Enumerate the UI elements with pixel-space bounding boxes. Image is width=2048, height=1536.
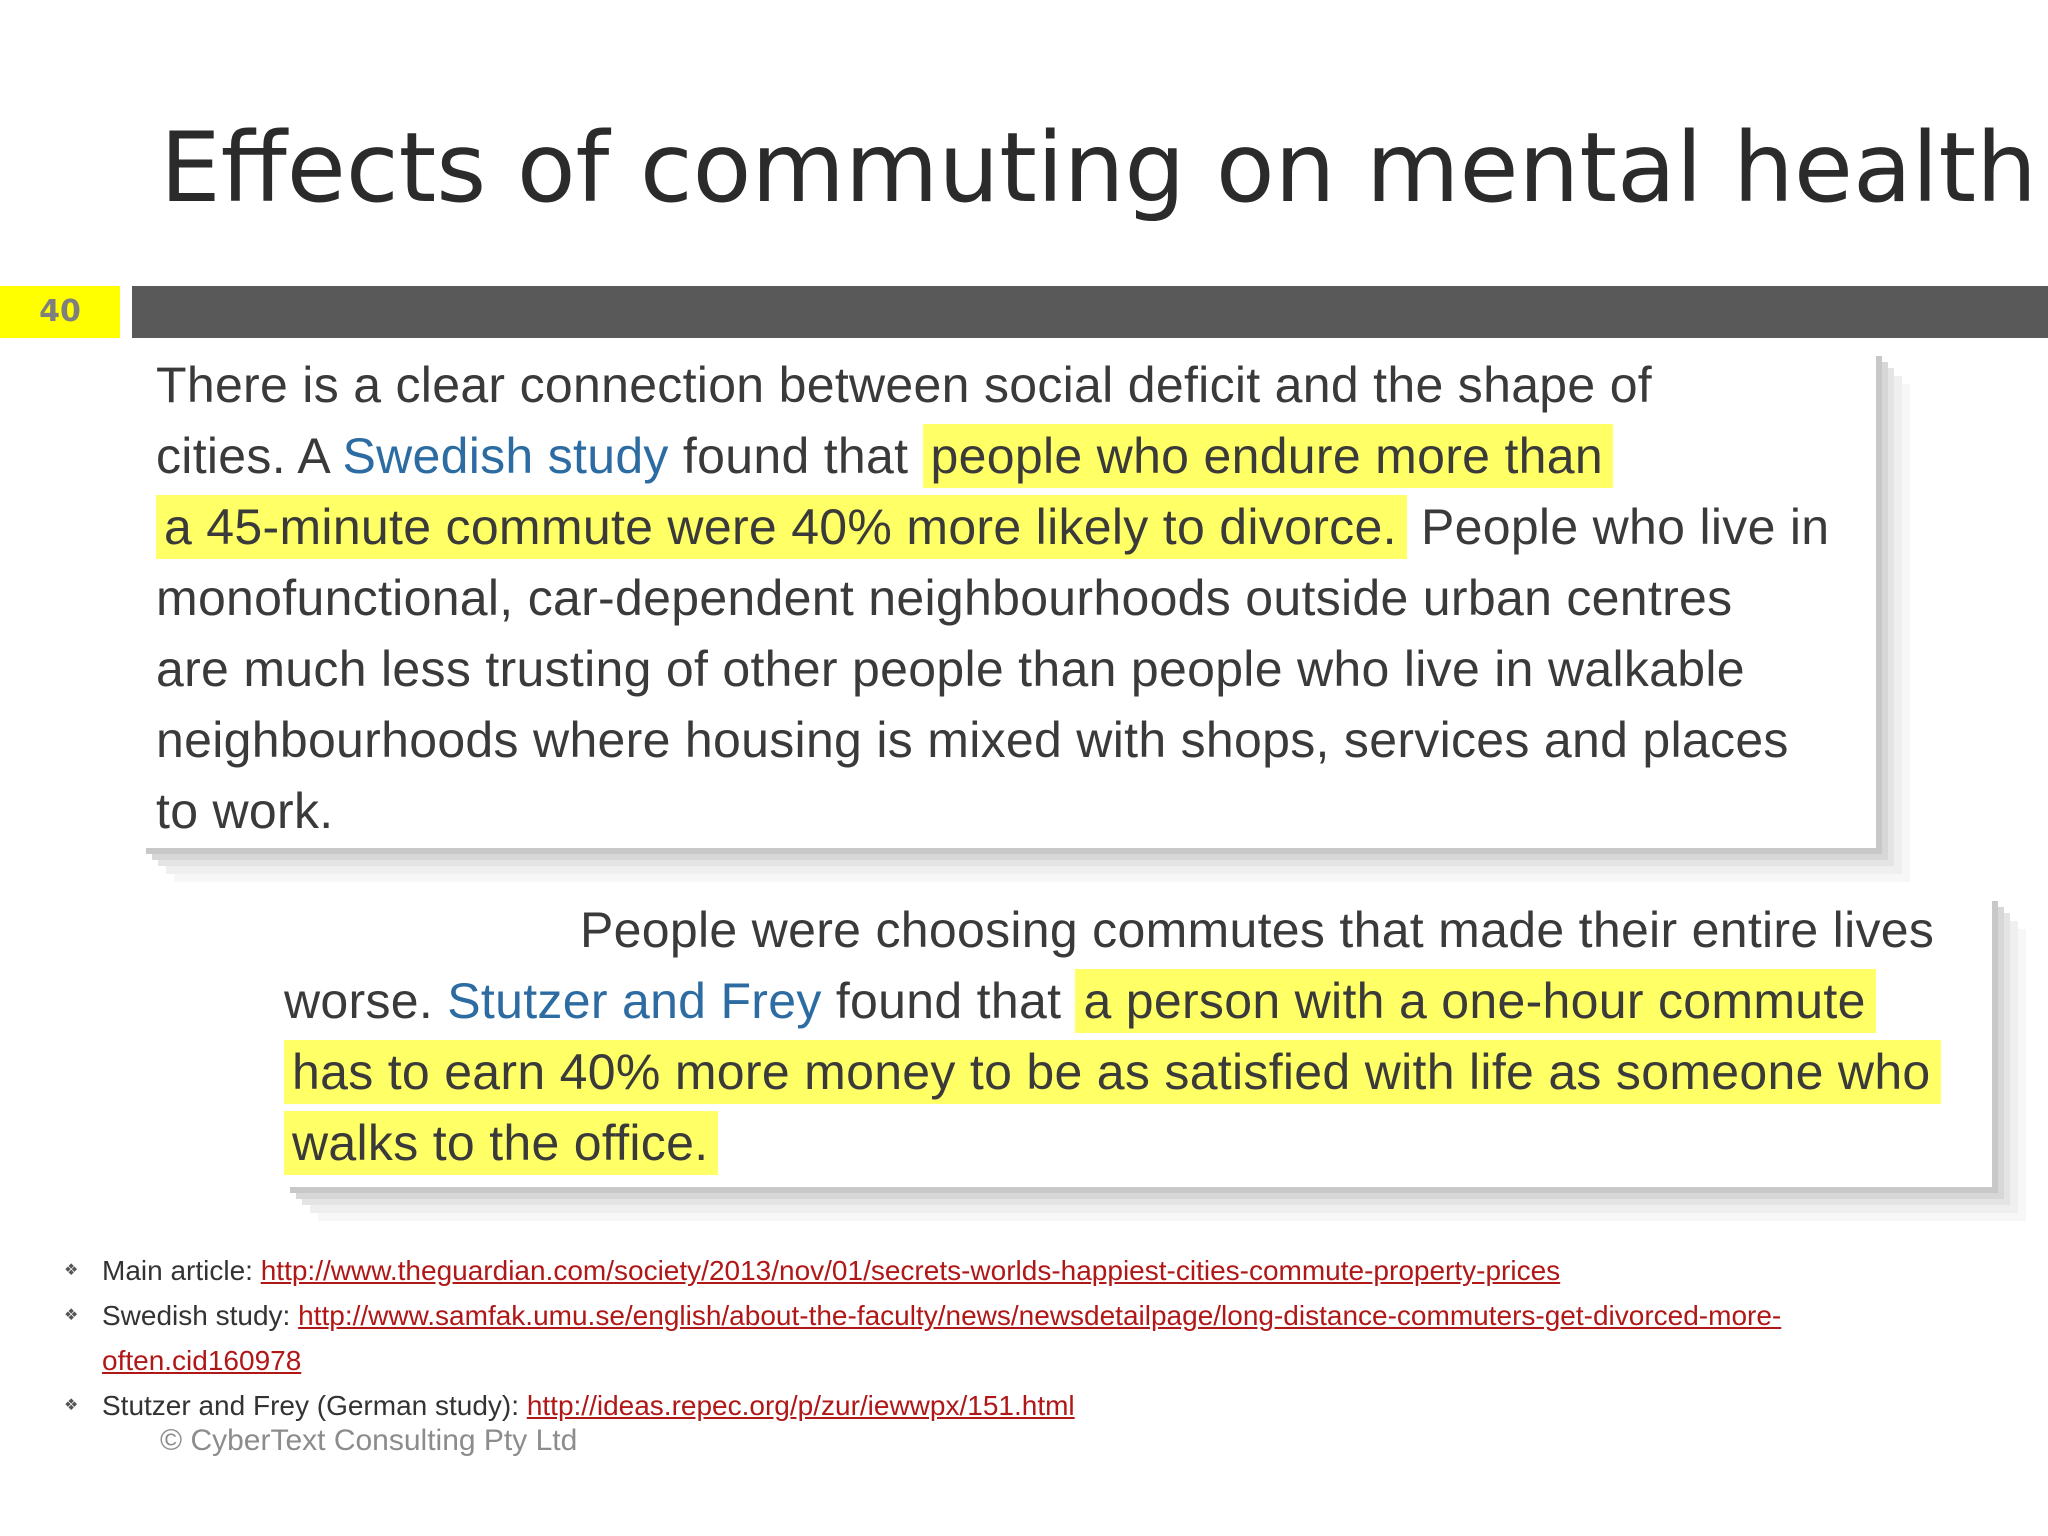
- excerpt-text: found that: [821, 973, 1076, 1029]
- source-label: Main article:: [102, 1255, 261, 1286]
- source-link-swedish-study[interactable]: http://www.samfak.umu.se/english/about-t…: [102, 1300, 1782, 1376]
- excerpt-text: People who live in: [1406, 499, 1830, 555]
- slide-number-badge: 40: [0, 286, 120, 338]
- title-divider-bar: [132, 286, 2048, 338]
- copyright-footer: © CyberText Consulting Pty Ltd: [160, 1424, 578, 1457]
- excerpt-text: found that: [668, 428, 923, 484]
- excerpt-text: cities. A: [156, 428, 343, 484]
- excerpt-line: worse. Stutzer and Frey found that a per…: [284, 966, 1992, 1037]
- list-item: ❖ Main article: http://www.theguardian.c…: [60, 1248, 1960, 1293]
- excerpt-line: cities. A Swedish study found that peopl…: [156, 421, 1876, 492]
- diamond-cluster-icon: ❖: [64, 1262, 79, 1279]
- excerpt-screenshot-guardian: There is a clear connection between soci…: [140, 350, 1876, 848]
- excerpt-line: are much less trusting of other people t…: [156, 634, 1876, 705]
- highlighted-text: people who endure more than: [922, 424, 1613, 488]
- highlighted-text: has to earn 40% more money to be as sati…: [284, 1040, 1941, 1104]
- list-item: ❖ Swedish study: http://www.samfak.umu.s…: [60, 1293, 1960, 1383]
- highlighted-text: a person with a one-hour commute: [1075, 969, 1876, 1033]
- diamond-cluster-icon: ❖: [64, 1307, 79, 1324]
- list-item: ❖ Stutzer and Frey (German study): http:…: [60, 1383, 1960, 1428]
- excerpt-line: People were choosing commutes that made …: [284, 895, 1992, 966]
- sources-list: ❖ Main article: http://www.theguardian.c…: [60, 1248, 1960, 1428]
- excerpt-line: to work.: [156, 776, 1876, 847]
- excerpt-line: There is a clear connection between soci…: [156, 350, 1876, 421]
- excerpt-line: neighbourhoods where housing is mixed wi…: [156, 705, 1876, 776]
- excerpt-screenshot-stutzer-frey: People were choosing commutes that made …: [284, 895, 1992, 1187]
- excerpt-text: There is a clear connection between soci…: [156, 357, 1653, 413]
- source-link-stutzer-frey[interactable]: http://ideas.repec.org/p/zur/iewwpx/151.…: [526, 1390, 1075, 1421]
- diamond-cluster-icon: ❖: [64, 1397, 79, 1414]
- excerpt-line: a 45-minute commute were 40% more likely…: [156, 492, 1876, 563]
- excerpt-text: to work.: [156, 783, 334, 839]
- source-link-guardian[interactable]: http://www.theguardian.com/society/2013/…: [260, 1255, 1561, 1286]
- excerpt-line: has to earn 40% more money to be as sati…: [284, 1037, 1992, 1108]
- source-label: Stutzer and Frey (German study):: [102, 1390, 527, 1421]
- excerpt-line: walks to the office.: [284, 1108, 1992, 1179]
- excerpt-line: monofunctional, car-dependent neighbourh…: [156, 563, 1876, 634]
- highlighted-text: a 45-minute commute were 40% more likely…: [156, 495, 1407, 559]
- page-title: Effects of commuting on mental health: [160, 112, 2037, 224]
- excerpt-text: neighbourhoods where housing is mixed wi…: [156, 712, 1789, 768]
- swedish-study-link[interactable]: Swedish study: [342, 428, 669, 484]
- excerpt-text: monofunctional, car-dependent neighbourh…: [156, 570, 1733, 626]
- excerpt-text: worse.: [284, 973, 448, 1029]
- stutzer-frey-link[interactable]: Stutzer and Frey: [447, 973, 822, 1029]
- excerpt-text: People were choosing commutes that made …: [580, 902, 1935, 958]
- source-label: Swedish study:: [102, 1300, 299, 1331]
- excerpt-text: are much less trusting of other people t…: [156, 641, 1745, 697]
- highlighted-text: walks to the office.: [284, 1111, 719, 1175]
